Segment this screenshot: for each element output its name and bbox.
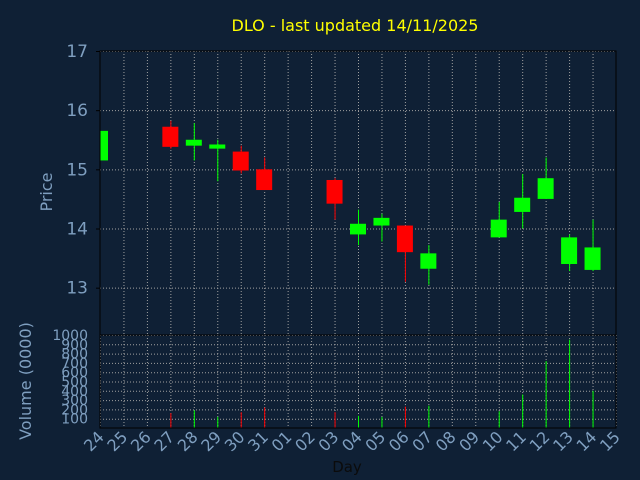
candle-body [209,144,226,149]
candle-body [185,139,202,146]
candle [326,178,343,220]
candle-body [162,126,179,147]
candle-body [490,219,507,238]
candle [209,139,226,182]
candle-body [373,217,390,226]
volume-frame [99,334,617,429]
price-tick-label: 17 [66,42,88,62]
candle [256,157,273,191]
candle-body [256,169,273,191]
candle-body [396,225,413,253]
candle [185,123,202,161]
candle [396,225,413,282]
candle [100,130,108,161]
candle-body [514,197,531,212]
volume-tick-label: 100 [61,412,88,428]
candle [162,120,179,149]
x-axis-ticks: 2425262728293031010203040506070809101112… [80,427,624,455]
candle [490,201,507,238]
volume-tick-label: 1000 [52,328,88,344]
volume-tick-label: 600 [61,365,88,381]
candle-body [561,237,578,264]
candle [561,234,578,272]
price-tick-label: 16 [66,101,88,121]
candle-body [326,179,343,204]
candle-body [232,151,249,171]
price-y-ticks: 13 14 15 16 17 [66,42,100,299]
candle [514,174,531,229]
candle [584,219,601,272]
volume-tick-label: 300 [61,393,88,409]
candle-body [537,178,554,199]
price-tick-label: 15 [66,160,88,180]
chart-title: DLO - last updated 14/11/2025 [232,16,479,35]
candle [232,145,249,174]
candle [537,157,554,199]
volume-tick-label: 500 [61,375,88,391]
candle-body [350,223,366,235]
volume-y-axis-label: Volume (0000) [16,322,35,440]
price-y-axis-label: Price [37,172,56,211]
candle-body [101,130,108,161]
volume-tick-label: 400 [61,384,88,400]
volume-tick-label: 900 [61,337,88,353]
price-tick-label: 14 [66,220,88,240]
price-candles [100,120,601,285]
candle-body [420,253,437,269]
volume-bars [170,339,594,428]
candle [350,209,366,246]
volume-tick-label: 800 [61,347,88,363]
volume-tick-label: 200 [61,402,88,418]
candle-body [584,247,601,270]
candle [420,245,437,285]
x-axis-label: Day [332,458,362,476]
candle [373,213,390,242]
volume-tick-label: 700 [61,356,88,372]
price-tick-label: 13 [66,279,88,299]
price-panel: 13 14 15 16 17 Price [37,42,617,336]
